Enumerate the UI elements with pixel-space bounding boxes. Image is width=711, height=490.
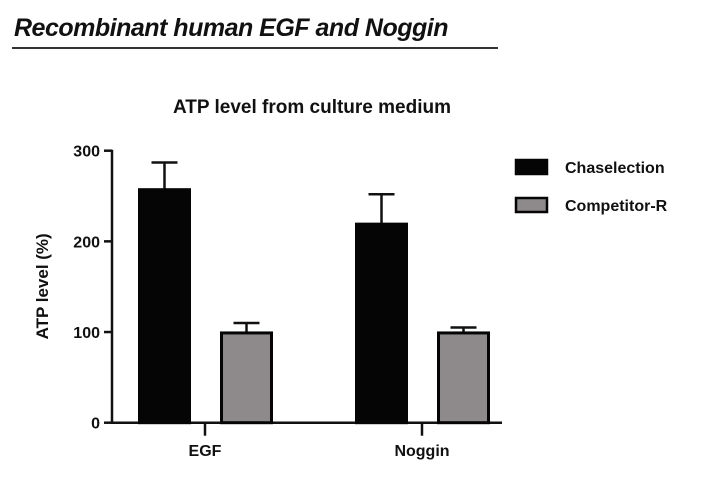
bar-chaselection-egf bbox=[138, 188, 191, 425]
x-tick-label: EGF bbox=[189, 443, 222, 460]
bar-competitor-r-egf bbox=[220, 331, 273, 425]
legend-label: Chaselection bbox=[565, 160, 665, 177]
chart-title: ATP level from culture medium bbox=[173, 97, 451, 118]
bar-chaselection-noggin bbox=[355, 222, 408, 425]
y-tick-label: 0 bbox=[91, 416, 100, 433]
y-tick-label: 200 bbox=[73, 234, 100, 251]
y-tick-label: 300 bbox=[73, 144, 100, 161]
legend-swatch bbox=[514, 196, 549, 214]
y-axis-label: ATP level (%) bbox=[33, 233, 52, 339]
legend-swatch bbox=[514, 158, 549, 176]
legend-label: Competitor-R bbox=[565, 198, 668, 215]
page-header-title: Recombinant human EGF and Noggin bbox=[14, 14, 449, 42]
bar-competitor-r-noggin bbox=[437, 331, 490, 425]
y-tick-label: 100 bbox=[73, 325, 100, 342]
x-tick-label: Noggin bbox=[394, 443, 449, 460]
header-underline bbox=[12, 47, 498, 49]
